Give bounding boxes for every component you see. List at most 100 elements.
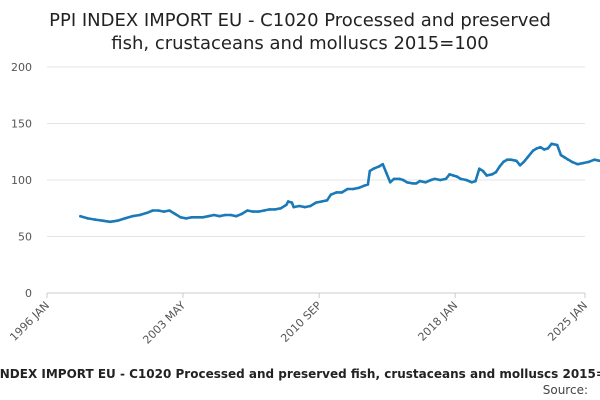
data-point[interactable] [515, 159, 518, 163]
data-point[interactable] [448, 173, 451, 176]
data-point[interactable] [567, 158, 570, 161]
data-point[interactable] [131, 214, 134, 218]
data-point[interactable] [368, 169, 372, 173]
data-point[interactable] [526, 156, 529, 159]
data-point[interactable] [229, 213, 232, 217]
data-point[interactable] [531, 149, 535, 152]
data-point[interactable] [286, 200, 290, 203]
data-point[interactable] [539, 145, 542, 149]
data-point[interactable] [563, 156, 566, 159]
data-point[interactable] [381, 162, 385, 166]
data-point[interactable] [173, 212, 177, 216]
data-point[interactable] [459, 177, 463, 181]
data-point[interactable] [433, 177, 437, 181]
data-point[interactable] [292, 205, 296, 209]
data-point[interactable] [346, 187, 349, 191]
data-point[interactable] [405, 181, 409, 184]
data-point[interactable] [401, 178, 405, 182]
data-point[interactable] [546, 147, 550, 150]
data-point[interactable] [116, 219, 119, 222]
data-point[interactable] [550, 142, 553, 146]
data-point[interactable] [372, 167, 375, 170]
data-point[interactable] [455, 175, 459, 178]
data-point[interactable] [498, 165, 502, 168]
data-point[interactable] [184, 217, 188, 220]
data-point[interactable] [108, 220, 112, 224]
data-point[interactable] [201, 216, 205, 219]
data-point[interactable] [86, 217, 90, 220]
data-point[interactable] [218, 214, 221, 218]
data-point[interactable] [279, 207, 283, 210]
data-point[interactable] [490, 173, 494, 176]
data-point[interactable] [362, 184, 366, 187]
data-point[interactable] [79, 214, 82, 218]
data-point[interactable] [444, 177, 448, 181]
data-point[interactable] [418, 179, 422, 183]
data-point[interactable] [290, 201, 294, 204]
data-point[interactable] [474, 179, 477, 183]
data-point[interactable] [385, 171, 388, 175]
data-point[interactable] [366, 183, 370, 186]
data-point[interactable] [240, 212, 244, 216]
data-point[interactable] [424, 181, 427, 184]
data-point[interactable] [162, 210, 166, 213]
data-point[interactable] [398, 177, 401, 181]
data-point[interactable] [555, 143, 559, 147]
data-point[interactable] [502, 160, 505, 164]
data-point[interactable] [392, 177, 396, 181]
data-point[interactable] [257, 210, 260, 213]
data-point[interactable] [429, 178, 433, 182]
data-point[interactable] [505, 158, 509, 161]
data-point[interactable] [329, 193, 333, 196]
data-point[interactable] [351, 187, 355, 191]
data-point[interactable] [576, 162, 579, 166]
data-point[interactable] [262, 209, 266, 212]
data-point[interactable] [570, 160, 574, 164]
data-point[interactable] [93, 218, 97, 221]
data-point[interactable] [522, 160, 526, 164]
data-point[interactable] [452, 174, 455, 177]
data-point[interactable] [478, 167, 481, 170]
data-point[interactable] [388, 181, 392, 184]
data-point[interactable] [535, 147, 539, 150]
data-point[interactable] [246, 209, 249, 212]
data-point[interactable] [559, 153, 563, 157]
data-point[interactable] [251, 210, 255, 213]
data-point[interactable] [298, 204, 301, 208]
data-point[interactable] [587, 160, 590, 164]
data-point[interactable] [101, 219, 104, 222]
data-point[interactable] [320, 200, 323, 203]
data-point[interactable] [414, 182, 418, 185]
data-point[interactable] [268, 208, 271, 211]
data-point[interactable] [138, 213, 142, 217]
data-point[interactable] [123, 217, 127, 220]
data-point[interactable] [593, 158, 596, 161]
source-label[interactable]: Source: [543, 383, 588, 397]
data-point[interactable] [234, 214, 238, 218]
data-point[interactable] [212, 213, 216, 217]
data-point[interactable] [303, 205, 307, 209]
data-point[interactable] [581, 161, 585, 165]
data-point[interactable] [411, 182, 414, 185]
data-point[interactable] [273, 208, 277, 211]
data-point[interactable] [168, 209, 171, 212]
data-point[interactable] [314, 201, 318, 204]
data-point[interactable] [223, 213, 227, 217]
data-point[interactable] [179, 216, 182, 219]
data-point[interactable] [465, 178, 468, 182]
data-point[interactable] [439, 178, 442, 182]
data-point[interactable] [377, 165, 381, 168]
data-point[interactable] [357, 186, 361, 190]
data-point[interactable] [151, 209, 154, 212]
data-point[interactable] [518, 164, 522, 167]
data-point[interactable] [494, 170, 498, 174]
data-point[interactable] [145, 211, 149, 215]
data-point[interactable] [157, 209, 160, 212]
data-point[interactable] [207, 214, 210, 218]
data-point[interactable] [485, 174, 489, 177]
data-point[interactable] [309, 204, 312, 208]
data-point[interactable] [542, 148, 546, 151]
data-point[interactable] [340, 191, 344, 194]
data-point[interactable] [190, 216, 193, 219]
data-point[interactable] [285, 203, 288, 207]
